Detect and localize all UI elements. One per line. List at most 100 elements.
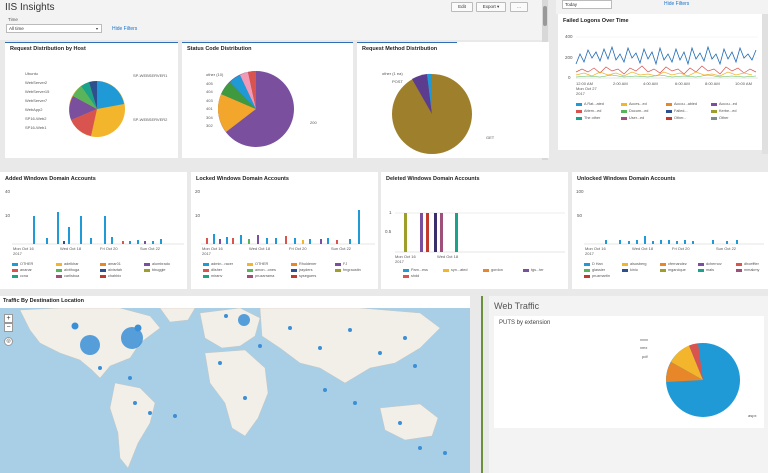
legend-item[interactable]: fmgraustin bbox=[335, 268, 361, 272]
legend-item[interactable]: ananar bbox=[12, 268, 32, 272]
legend-item[interactable]: Acces...ed bbox=[621, 102, 647, 106]
legend-item[interactable]: Accou...abled bbox=[666, 102, 697, 106]
header-bar: IIS Insights Time All time ▾ Hide Filter… bbox=[0, 0, 546, 40]
legend-item[interactable]: amar01 bbox=[100, 262, 121, 266]
method-label: other (1 ea) bbox=[382, 71, 403, 76]
map-marker[interactable] bbox=[353, 401, 357, 405]
reset-view-icon[interactable]: ◎ bbox=[4, 337, 13, 346]
legend-item[interactable]: Attem...ed bbox=[576, 109, 601, 113]
right-hide-filters-link[interactable]: Hide Filters bbox=[664, 1, 690, 7]
more-button[interactable]: ... bbox=[510, 2, 528, 12]
legend-item[interactable]: alsosberg bbox=[622, 262, 646, 266]
x-tick: 8:00 AM bbox=[705, 81, 720, 86]
map-marker[interactable] bbox=[243, 396, 247, 400]
legend-swatch bbox=[576, 102, 582, 106]
legend-item[interactable]: OTHER bbox=[12, 262, 33, 266]
zoom-in-button[interactable]: + bbox=[4, 314, 13, 323]
traffic-map[interactable]: + − ◎ bbox=[0, 308, 470, 473]
map-marker[interactable] bbox=[121, 327, 143, 349]
legend-label: dchernov bbox=[706, 262, 722, 266]
status-code-panel: Status Code Distribution other (10) 405 40… bbox=[182, 42, 353, 158]
map-marker[interactable] bbox=[134, 324, 142, 332]
map-marker[interactable] bbox=[443, 451, 447, 455]
legend-item[interactable]: carlisboa bbox=[56, 274, 79, 278]
map-marker[interactable] bbox=[133, 401, 137, 405]
pie-label: 401 bbox=[206, 106, 213, 111]
legend-item[interactable]: FJ bbox=[335, 262, 347, 266]
map-marker[interactable] bbox=[224, 314, 228, 318]
zoom-out-button[interactable]: − bbox=[4, 323, 13, 332]
legend-label: dhoeffter bbox=[744, 262, 759, 266]
legend-item[interactable]: amon...ones bbox=[247, 268, 276, 272]
legend-item[interactable]: Other bbox=[711, 116, 729, 120]
legend-swatch bbox=[698, 262, 704, 266]
legend-item[interactable]: cfernandez bbox=[660, 262, 687, 266]
legend-item[interactable]: alvisrtah bbox=[100, 268, 122, 272]
legend-item[interactable]: mals bbox=[698, 268, 714, 272]
pie-slice-red bbox=[689, 343, 703, 380]
map-marker[interactable] bbox=[318, 346, 322, 350]
legend-item[interactable]: chahbix bbox=[100, 274, 121, 278]
legend-item[interactable]: jrayders bbox=[291, 268, 313, 272]
legend-item[interactable]: dhoeffter bbox=[736, 262, 759, 266]
legend-item[interactable]: D Han bbox=[584, 262, 603, 266]
legend-item[interactable]: pruzmartin bbox=[584, 274, 610, 278]
legend-item[interactable]: tgs...ter bbox=[523, 268, 544, 272]
legend-item[interactable]: Other... bbox=[666, 116, 686, 120]
legend-item[interactable]: The other bbox=[576, 116, 600, 120]
added-accounts-panel: Added Windows Domain Accounts 40 10 Mon … bbox=[0, 172, 187, 289]
legend-item[interactable]: admin...racer bbox=[203, 262, 233, 266]
legend-swatch bbox=[483, 268, 489, 272]
legend-item[interactable]: mgarcique bbox=[660, 268, 686, 272]
legend-item[interactable]: syn...ated bbox=[443, 268, 467, 272]
legend-item[interactable]: A Rat...ated bbox=[576, 102, 604, 106]
legend-item[interactable]: dchernov bbox=[698, 262, 722, 266]
legend-item[interactable]: Pam...ess bbox=[403, 268, 428, 272]
legend-item[interactable]: glassier bbox=[584, 268, 605, 272]
map-marker[interactable] bbox=[288, 326, 292, 330]
map-marker[interactable] bbox=[418, 446, 422, 450]
legend-item[interactable]: adelkhar bbox=[56, 262, 79, 266]
legend-item[interactable]: ccna bbox=[12, 274, 28, 278]
legend-item[interactable]: mmakmy bbox=[736, 268, 759, 272]
legend-item[interactable]: Rholdener bbox=[291, 262, 317, 266]
legend-item[interactable]: pruzarrama bbox=[247, 274, 274, 278]
map-marker[interactable] bbox=[98, 366, 102, 370]
map-marker[interactable] bbox=[403, 336, 407, 340]
map-marker[interactable] bbox=[258, 344, 262, 348]
hide-filters-link[interactable]: Hide Filters bbox=[112, 26, 138, 32]
map-marker[interactable] bbox=[413, 364, 417, 368]
map-marker[interactable] bbox=[323, 388, 327, 392]
legend-item[interactable]: syseguers bbox=[291, 274, 316, 278]
legend-item[interactable]: OTHER bbox=[247, 262, 268, 266]
right-time-select[interactable]: Today bbox=[562, 0, 612, 9]
export-button[interactable]: Export ▾ bbox=[476, 2, 506, 12]
scrollbar-thumb[interactable] bbox=[543, 6, 547, 26]
time-filter-select[interactable]: All time ▾ bbox=[6, 24, 102, 33]
map-marker[interactable] bbox=[378, 351, 382, 355]
legend-item[interactable]: Kerbe...ed bbox=[711, 109, 737, 113]
legend-item[interactable]: kinio bbox=[622, 268, 638, 272]
map-marker[interactable] bbox=[148, 411, 152, 415]
map-marker[interactable] bbox=[128, 376, 132, 380]
legend-item[interactable]: shdd bbox=[403, 274, 419, 278]
legend-item[interactable]: Accou...ed bbox=[711, 102, 737, 106]
map-marker[interactable] bbox=[238, 314, 250, 326]
legend-item[interactable]: miranv bbox=[203, 274, 222, 278]
right-scrollbar[interactable] bbox=[762, 14, 768, 154]
map-marker[interactable] bbox=[173, 414, 177, 418]
edit-button[interactable]: Edit bbox=[451, 2, 473, 12]
legend-item[interactable]: Failed... bbox=[666, 109, 688, 113]
legend-item[interactable]: bbuggie bbox=[144, 268, 166, 272]
legend-item[interactable]: alumbrado bbox=[144, 262, 170, 266]
legend-item[interactable]: Docum...ed bbox=[621, 109, 648, 113]
legend-item[interactable]: User...ed bbox=[621, 116, 644, 120]
map-marker[interactable] bbox=[218, 361, 222, 365]
map-marker[interactable] bbox=[80, 335, 100, 355]
legend-item[interactable]: alvtihoga bbox=[56, 268, 79, 272]
legend-item[interactable]: gordon bbox=[483, 268, 503, 272]
legend-item[interactable]: dlisher bbox=[203, 268, 222, 272]
map-marker[interactable] bbox=[71, 322, 79, 330]
map-marker[interactable] bbox=[348, 328, 352, 332]
map-marker[interactable] bbox=[398, 421, 402, 425]
